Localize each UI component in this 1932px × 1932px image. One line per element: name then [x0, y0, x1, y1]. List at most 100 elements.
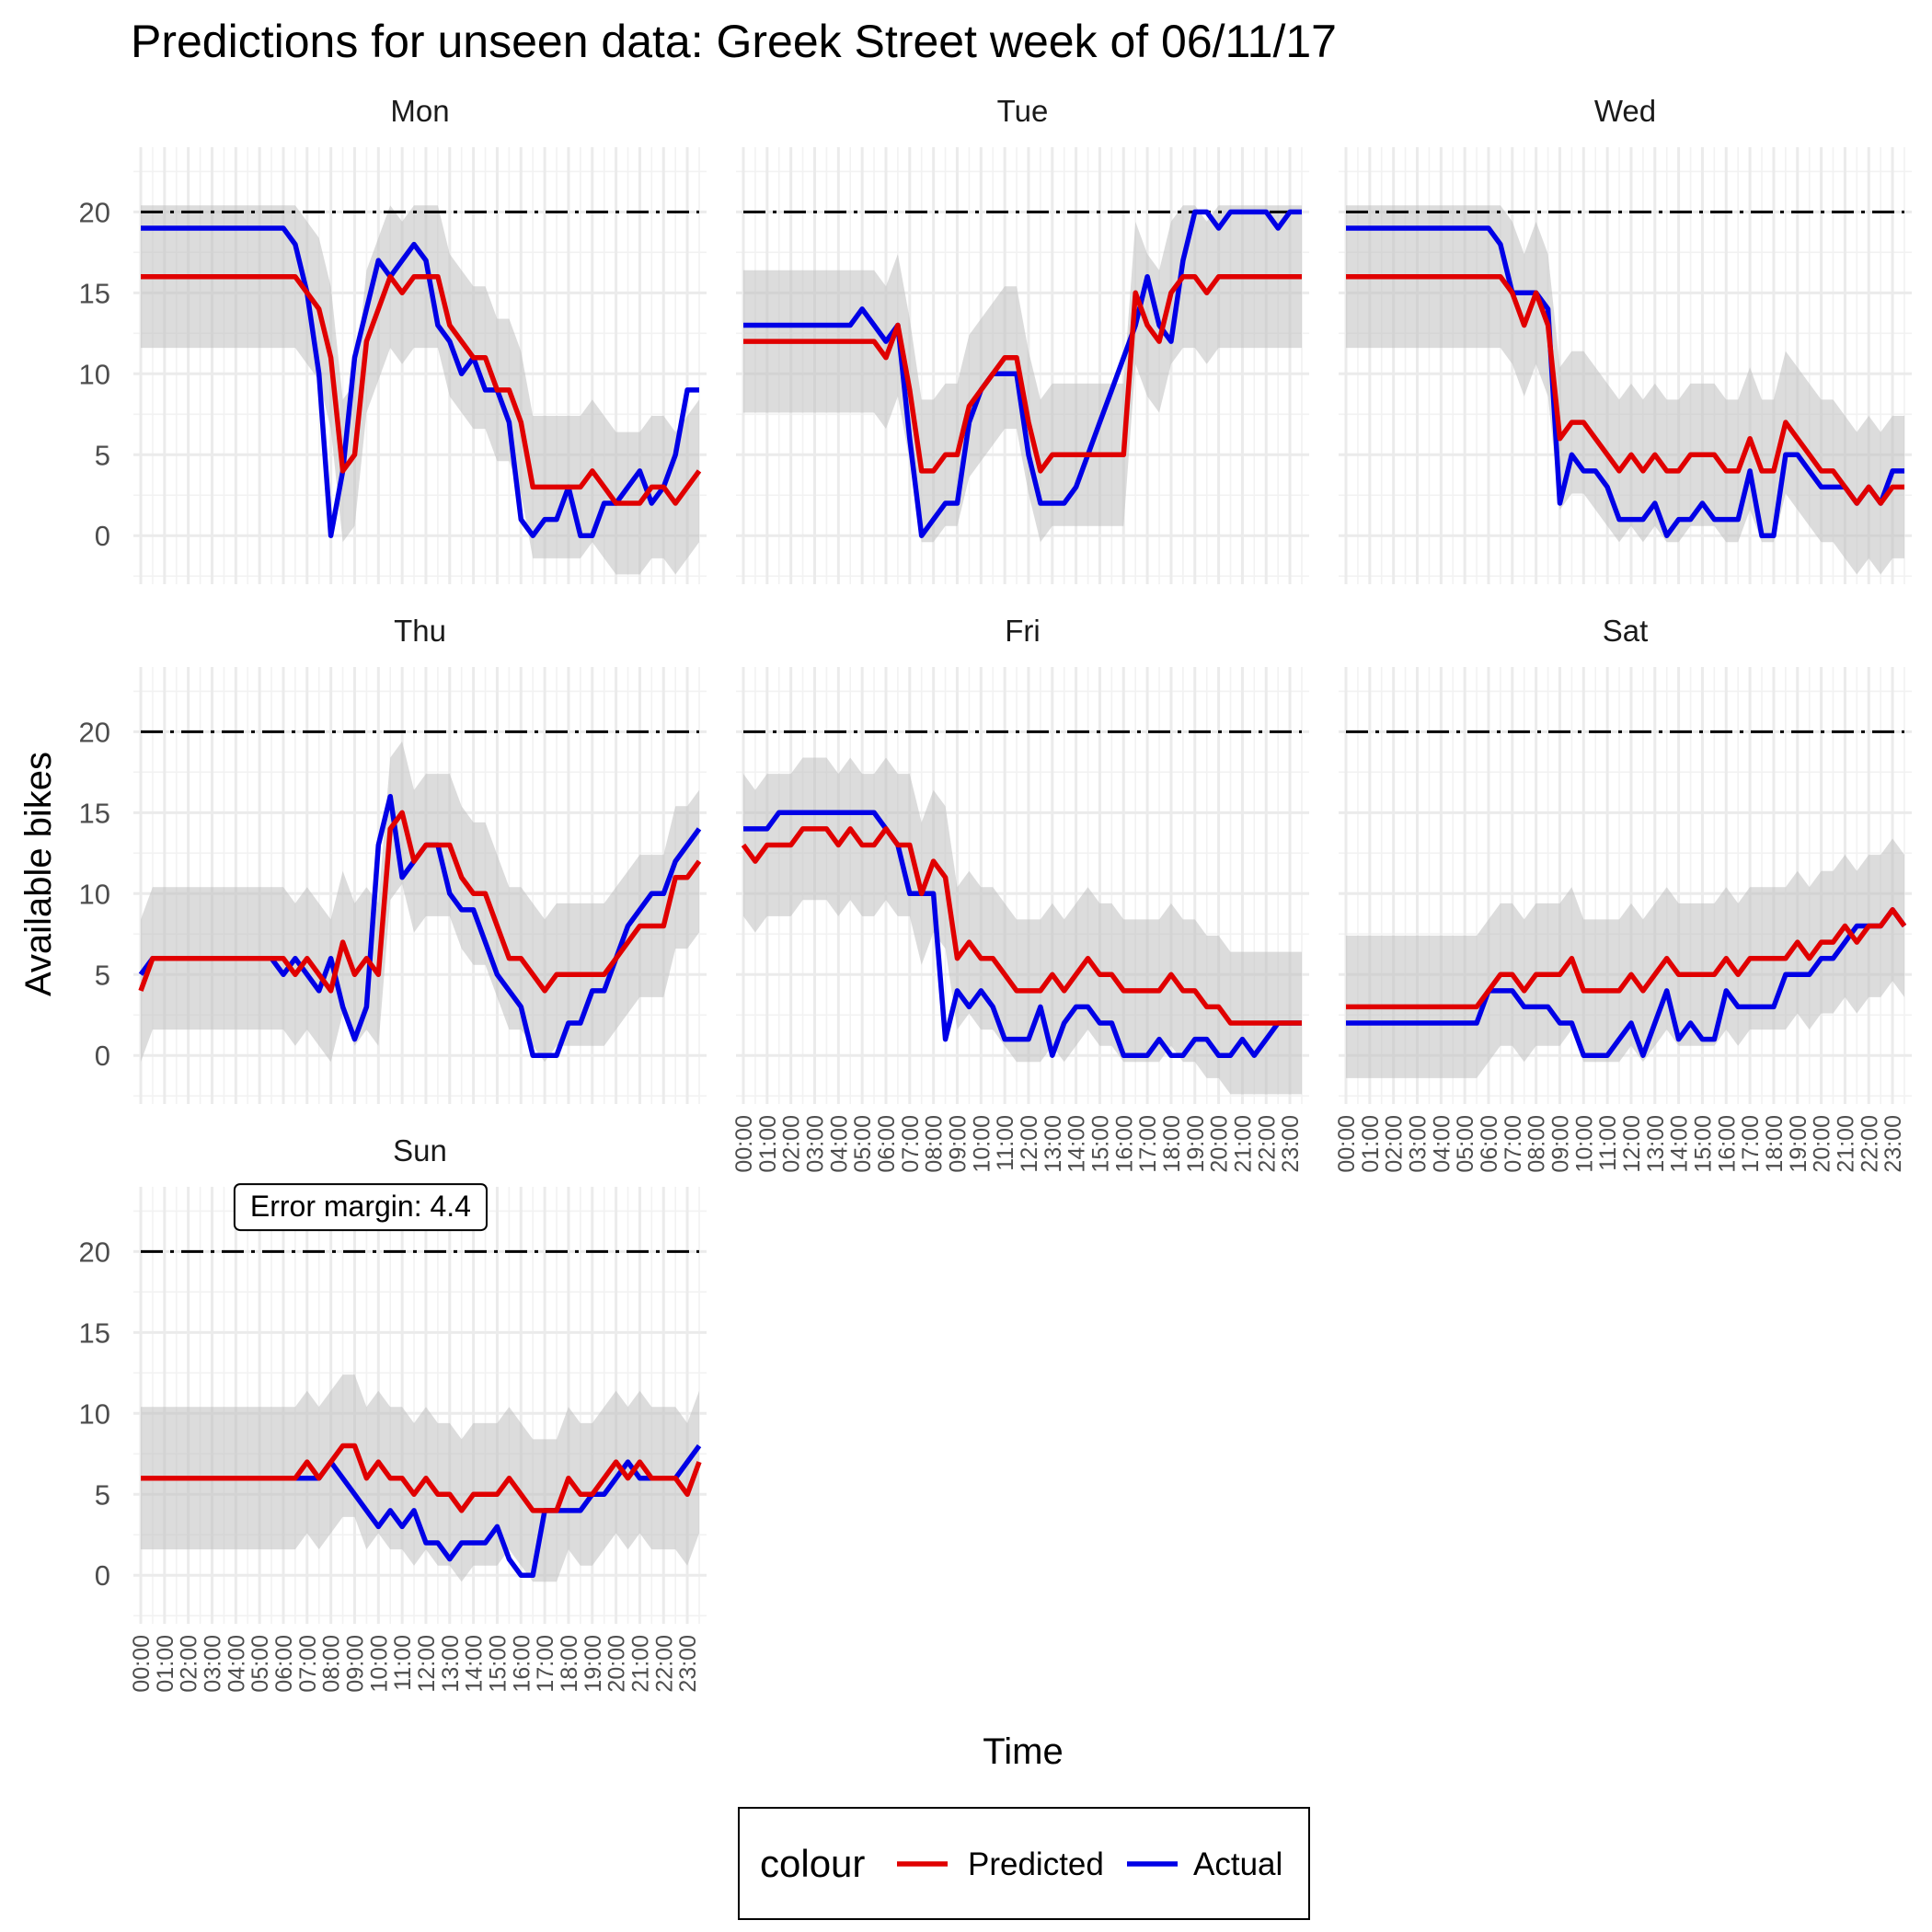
- series-predicted-line: [1346, 907, 1907, 1010]
- error-band: [1346, 205, 1904, 575]
- annotation-text: Error margin: 4.4: [250, 1190, 471, 1223]
- x-tick-label: 10:00: [1571, 1115, 1597, 1173]
- x-tick-label: 19:00: [1786, 1115, 1811, 1173]
- facet-mon: Mon 0 5 10 15 20: [79, 94, 707, 584]
- x-tick-label: 16:00: [1714, 1115, 1740, 1173]
- y-tick-label: 5: [95, 439, 110, 471]
- x-tick-label: 22:00: [651, 1635, 677, 1693]
- x-tick-label: 22:00: [1254, 1115, 1280, 1173]
- x-tick-label: 12:00: [1619, 1115, 1645, 1173]
- x-tick-label: 21:00: [627, 1635, 653, 1693]
- x-tick-label: 11:00: [390, 1635, 416, 1691]
- x-tick-label: 01:00: [1358, 1115, 1384, 1173]
- facet-fri: Fri 00:0001:0002:0003:0004:0005:0006:0007…: [731, 614, 1309, 1173]
- facet-sat: Sat 00:0001:0002:0003:0004:0005:0006:0007…: [1334, 614, 1912, 1173]
- x-tick-label: 15:00: [1087, 1115, 1113, 1173]
- x-tick-label: 09:00: [342, 1635, 368, 1693]
- error-margin-annotation: Error margin: 4.4: [233, 1183, 488, 1232]
- x-tick-label: 07:00: [898, 1115, 924, 1173]
- series-actual-line: [1346, 907, 1907, 1058]
- x-tick-label: 16:00: [509, 1635, 535, 1693]
- series-predicted-line: [138, 810, 702, 994]
- x-tick-label: 18:00: [557, 1635, 582, 1693]
- x-tick-label: 00:00: [129, 1635, 155, 1693]
- x-tick-label: 02:00: [1382, 1115, 1408, 1173]
- series-actual-line: [141, 225, 699, 538]
- x-tick-label: 12:00: [414, 1635, 440, 1693]
- x-tick-label: 08:00: [319, 1635, 345, 1693]
- facet-label-thu: Thu: [394, 614, 446, 648]
- series-actual-line: [1346, 225, 1904, 538]
- y-tick-label: 20: [79, 716, 110, 748]
- x-tick-label: 19:00: [581, 1635, 606, 1693]
- y-tick-label: 10: [79, 878, 110, 910]
- facet-label-mon: Mon: [390, 94, 449, 128]
- legend-label-actual: Actual: [1193, 1846, 1282, 1882]
- x-tick-label: 03:00: [1405, 1115, 1431, 1173]
- facet-tue: Tue: [736, 94, 1309, 584]
- series-actual-line: [743, 209, 1302, 538]
- x-tick-label: 02:00: [779, 1115, 805, 1173]
- facet-label-sun: Sun: [393, 1133, 447, 1167]
- x-axis-label: Time: [983, 1731, 1063, 1772]
- x-tick-label: 03:00: [802, 1115, 828, 1173]
- x-tick-label: 23:00: [1880, 1115, 1906, 1173]
- y-tick-label: 15: [79, 277, 110, 309]
- x-tick-label: 14:00: [1064, 1115, 1090, 1173]
- facet-thu: Thu 0 5 10 15 20: [79, 614, 707, 1104]
- x-tick-label: 08:00: [922, 1115, 948, 1173]
- x-tick-label: 04:00: [224, 1635, 249, 1693]
- y-tick-label: 0: [95, 1559, 110, 1592]
- x-tick-label: 18:00: [1159, 1115, 1185, 1173]
- x-tick-label: 01:00: [755, 1115, 781, 1173]
- x-tick-label: 14:00: [462, 1635, 488, 1693]
- facet-label-tue: Tue: [997, 94, 1049, 128]
- x-tick-label: 15:00: [485, 1635, 511, 1693]
- x-tick-label: 15:00: [1690, 1115, 1716, 1173]
- y-tick-label: 15: [79, 1317, 110, 1349]
- x-tick-label: 04:00: [826, 1115, 852, 1173]
- x-tick-label: 14:00: [1667, 1115, 1693, 1173]
- error-band: [141, 741, 699, 1063]
- x-tick-label: 17:00: [1135, 1115, 1161, 1173]
- y-tick-label: 5: [95, 1478, 110, 1511]
- series-predicted-line: [741, 826, 1302, 1026]
- x-tick-label: 06:00: [1477, 1115, 1502, 1173]
- x-tick-label: 01:00: [153, 1635, 178, 1693]
- facet-label-sat: Sat: [1603, 614, 1649, 648]
- x-tick-label: 05:00: [1453, 1115, 1478, 1173]
- x-tick-label: 06:00: [271, 1635, 297, 1693]
- x-tick-label: 21:00: [1230, 1115, 1256, 1173]
- x-tick-label: 23:00: [1278, 1115, 1304, 1173]
- x-tick-label: 11:00: [993, 1115, 1018, 1171]
- series-predicted-line: [743, 273, 1302, 474]
- x-tick-label: 18:00: [1762, 1115, 1788, 1173]
- y-tick-label: 0: [95, 520, 110, 552]
- x-tick-label: 03:00: [200, 1635, 225, 1693]
- y-tick-label: 10: [79, 1397, 110, 1430]
- annotation-box: [233, 1183, 488, 1232]
- x-tick-label: 07:00: [295, 1635, 321, 1693]
- x-tick-label: 17:00: [1738, 1115, 1764, 1173]
- x-tick-label: 05:00: [247, 1635, 273, 1693]
- facet-label-fri: Fri: [1005, 614, 1040, 648]
- error-band: [1346, 838, 1904, 1078]
- x-tick-label: 05:00: [850, 1115, 876, 1173]
- x-tick-label: 20:00: [1207, 1115, 1233, 1173]
- series-actual-line: [743, 810, 1302, 1058]
- series-predicted-line: [1346, 273, 1904, 506]
- x-tick-label: 21:00: [1833, 1115, 1858, 1173]
- x-tick-label: 02:00: [177, 1635, 202, 1693]
- y-tick-label: 0: [95, 1040, 110, 1072]
- x-tick-label: 20:00: [1810, 1115, 1835, 1173]
- error-band: [141, 205, 699, 575]
- x-tick-label: 06:00: [874, 1115, 900, 1173]
- error-band: [743, 205, 1302, 543]
- x-tick-label: 07:00: [1501, 1115, 1526, 1173]
- x-tick-label: 16:00: [1111, 1115, 1137, 1173]
- y-tick-label: 20: [79, 196, 110, 228]
- x-tick-label: 04:00: [1429, 1115, 1455, 1173]
- x-tick-label: 19:00: [1183, 1115, 1209, 1173]
